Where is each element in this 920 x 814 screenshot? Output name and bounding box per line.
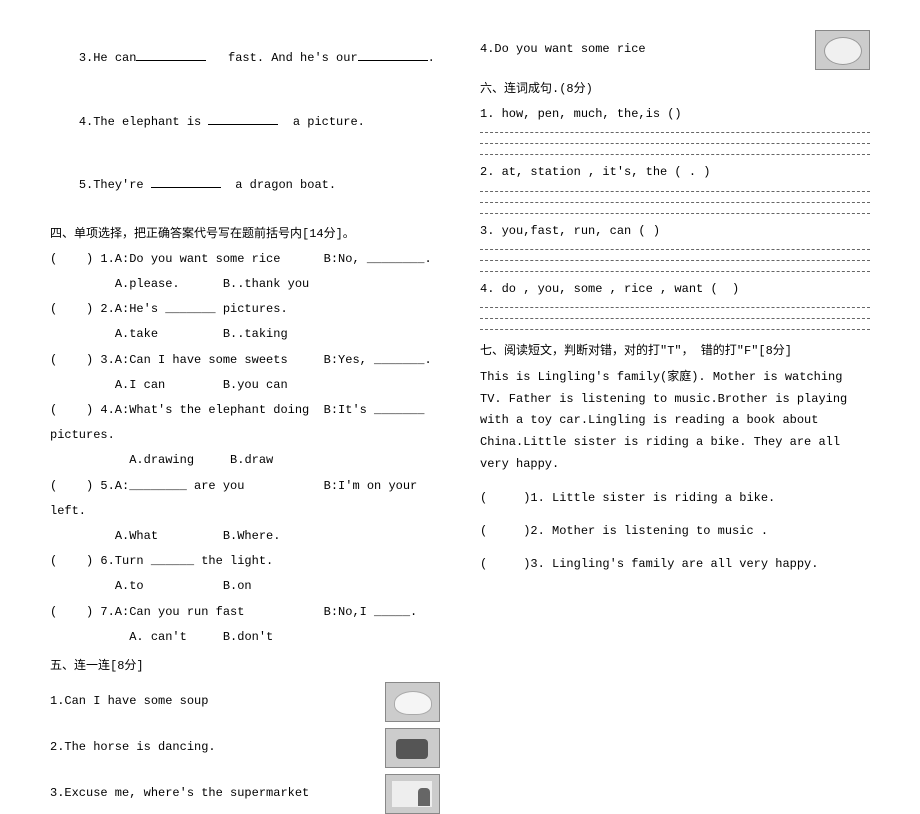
sentence-q3: 3. you,fast, run, can ( ) xyxy=(480,222,870,241)
answer-line[interactable] xyxy=(480,191,870,192)
mc-q6: ( ) 6.Turn ______ the light. xyxy=(50,552,440,571)
right-column: 4.Do you want some rice 六、连词成句.(8分) 1. h… xyxy=(480,30,870,620)
section-4-title: 四、单项选择，把正确答案代号写在题前括号内[14分]。 xyxy=(50,225,440,244)
reading-passage: This is Lingling's family(家庭). Mother is… xyxy=(480,367,870,475)
left-column: 3.He can fast. And he's our. 4.The eleph… xyxy=(50,30,440,620)
text: 5.They're xyxy=(79,178,151,192)
answer-line[interactable] xyxy=(480,202,870,203)
match-q4: 4.Do you want some rice xyxy=(480,40,646,59)
tf-q1: ( )1. Little sister is riding a bike. xyxy=(480,489,870,508)
mc-q5: ( ) 5.A:________ are you B:I'm on your xyxy=(50,477,440,496)
mc-q6-opts: A.to B.on xyxy=(50,577,440,596)
text: a dragon boat. xyxy=(221,178,336,192)
match-row-1: 1.Can I have some soup xyxy=(50,682,440,722)
mc-q3: ( ) 3.A:Can I have some sweets B:Yes, __… xyxy=(50,351,440,370)
text: . xyxy=(428,51,435,65)
blank-input[interactable] xyxy=(151,176,221,188)
mc-q5-cont: left. xyxy=(50,502,440,521)
supermarket-icon xyxy=(385,774,440,814)
answer-line[interactable] xyxy=(480,271,870,272)
mc-q1-opts: A.please. B..thank you xyxy=(50,275,440,294)
mc-q4: ( ) 4.A:What's the elephant doing B:It's… xyxy=(50,401,440,420)
rice-bowl-icon xyxy=(385,682,440,722)
section-6-title: 六、连词成句.(8分) xyxy=(480,80,870,99)
sentence-q4: 4. do , you, some , rice , want ( ) xyxy=(480,280,870,299)
mc-q7-opts: A. can't B.don't xyxy=(50,628,440,647)
porridge-icon xyxy=(815,30,870,70)
mc-q4-opts: A.drawing B.draw xyxy=(50,451,440,470)
mc-q5-opts: A.What B.Where. xyxy=(50,527,440,546)
sentence-q1: 1. how, pen, much, the,is () xyxy=(480,105,870,124)
tf-q2: ( )2. Mother is listening to music . xyxy=(480,522,870,541)
tf-q3: ( )3. Lingling's family are all very hap… xyxy=(480,555,870,574)
match-q3: 3.Excuse me, where's the supermarket xyxy=(50,784,309,803)
answer-line[interactable] xyxy=(480,213,870,214)
mc-q4-cont: pictures. xyxy=(50,426,440,445)
blank-input[interactable] xyxy=(208,113,278,125)
mc-q2: ( ) 2.A:He's _______ pictures. xyxy=(50,300,440,319)
answer-line[interactable] xyxy=(480,260,870,261)
mc-q1: ( ) 1.A:Do you want some rice B:No, ____… xyxy=(50,250,440,269)
mc-q2-opts: A.take B..taking xyxy=(50,325,440,344)
mc-q3-opts: A.I can B.you can xyxy=(50,376,440,395)
text: 3.He can xyxy=(79,51,137,65)
blank-input[interactable] xyxy=(136,49,206,61)
match-row-4: 4.Do you want some rice xyxy=(480,30,870,70)
answer-line[interactable] xyxy=(480,329,870,330)
section-7-title: 七、阅读短文，判断对错，对的打"T"， 错的打"F"[8分] xyxy=(480,342,870,361)
sentence-q2: 2. at, station , it's, the ( . ) xyxy=(480,163,870,182)
text: a picture. xyxy=(278,115,364,129)
fill-q4: 4.The elephant is a picture. xyxy=(50,94,440,152)
answer-line[interactable] xyxy=(480,143,870,144)
answer-line[interactable] xyxy=(480,132,870,133)
horse-icon xyxy=(385,728,440,768)
match-row-2: 2.The horse is dancing. xyxy=(50,728,440,768)
match-q2: 2.The horse is dancing. xyxy=(50,738,216,757)
blank-input[interactable] xyxy=(358,49,428,61)
section-5-title: 五、连一连[8分] xyxy=(50,657,440,676)
answer-line[interactable] xyxy=(480,318,870,319)
mc-q7: ( ) 7.A:Can you run fast B:No,I _____. xyxy=(50,603,440,622)
answer-line[interactable] xyxy=(480,249,870,250)
fill-q5: 5.They're a dragon boat. xyxy=(50,157,440,215)
fill-q3: 3.He can fast. And he's our. xyxy=(50,30,440,88)
text: fast. And he's our xyxy=(206,51,357,65)
match-row-3: 3.Excuse me, where's the supermarket xyxy=(50,774,440,814)
answer-line[interactable] xyxy=(480,307,870,308)
text: 4.The elephant is xyxy=(79,115,209,129)
match-q1: 1.Can I have some soup xyxy=(50,692,208,711)
answer-line[interactable] xyxy=(480,154,870,155)
